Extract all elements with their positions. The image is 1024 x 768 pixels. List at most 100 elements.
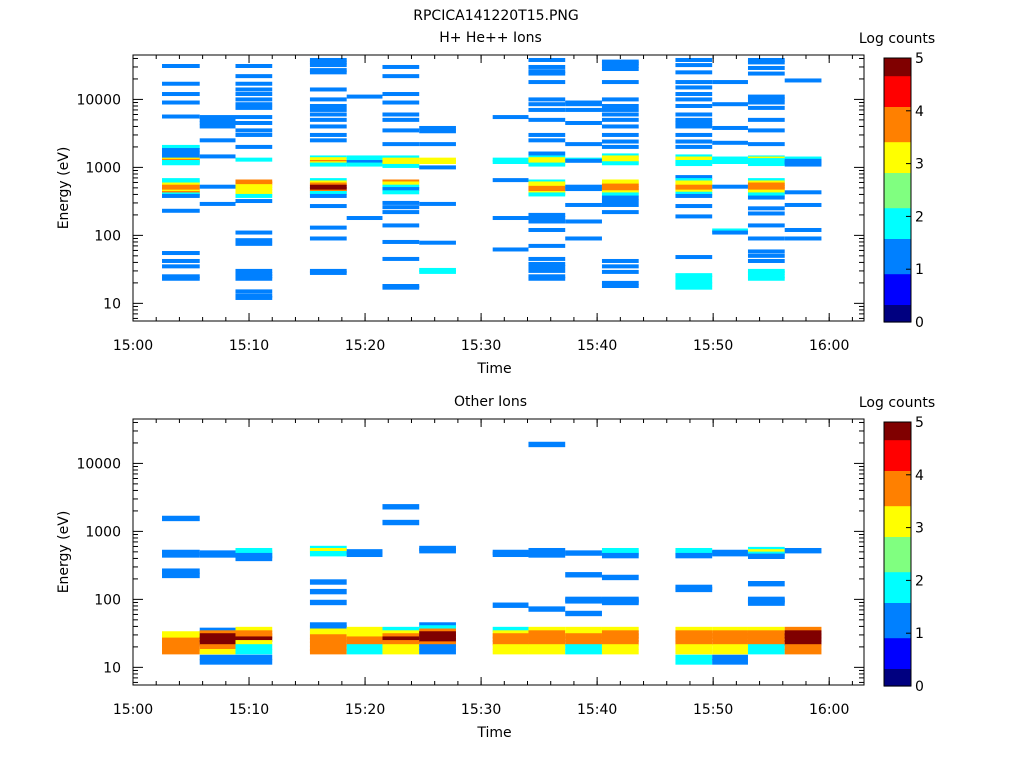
heatmap-cell: [382, 184, 420, 189]
heatmap-cell: [747, 553, 785, 559]
heatmap-cell: [747, 249, 785, 254]
heatmap-cell: [528, 212, 566, 217]
heatmap-cell: [675, 178, 713, 183]
heatmap-cell: [675, 191, 713, 196]
heatmap-cell: [382, 636, 420, 642]
colorbar-swatch: [884, 611, 911, 617]
heatmap-cell: [601, 155, 639, 160]
heatmap-cell: [601, 185, 639, 190]
heatmap-cell: [309, 547, 347, 554]
heatmap-cell: [309, 645, 347, 652]
heatmap-cell: [199, 184, 236, 189]
heatmap-cell: [747, 644, 785, 650]
heatmap-cell: [492, 115, 529, 120]
colorbar-swatch: [884, 212, 911, 217]
colorbar-swatch: [884, 251, 911, 257]
heatmap-cell: [382, 626, 420, 633]
heatmap-cells: [162, 57, 822, 300]
heatmap-cell: [675, 160, 713, 164]
heatmap-cell: [747, 178, 785, 183]
y-tick-label: 100: [94, 592, 121, 608]
heatmap-cell: [747, 160, 785, 164]
heatmap-cell: [784, 644, 822, 650]
colorbar-swatch: [884, 593, 911, 599]
heatmap-cell: [419, 644, 456, 650]
heatmap-cell: [162, 193, 200, 198]
heatmap-cell: [309, 236, 347, 241]
heatmap-cells: [162, 441, 822, 665]
heatmap-cell: [528, 648, 566, 655]
heatmap-cell: [565, 610, 602, 617]
heatmap-cell: [309, 622, 347, 628]
colorbar-swatch: [884, 66, 911, 72]
heatmap-cell: [419, 201, 456, 206]
heatmap-cell: [528, 256, 566, 261]
heatmap-cell: [601, 97, 639, 102]
colorbar-swatch: [884, 510, 911, 515]
heatmap-cell: [747, 636, 785, 642]
heatmap-cell: [309, 631, 347, 637]
heatmap-cell: [601, 648, 639, 655]
heatmap-cell: [199, 640, 236, 646]
heatmap-cell: [162, 568, 200, 574]
heatmap-cell: [712, 636, 748, 642]
heatmap-cell: [747, 100, 785, 105]
heatmap-cell: [235, 659, 273, 665]
heatmap-cell: [747, 57, 785, 62]
heatmap-cell: [528, 107, 566, 112]
heatmap-cell: [565, 648, 602, 655]
heatmap-cell: [309, 628, 347, 634]
colorbar-swatch: [884, 659, 911, 665]
heatmap-cell: [528, 219, 566, 224]
colorbar-swatch: [884, 435, 911, 441]
heatmap-cell: [492, 247, 529, 252]
colorbar-swatch: [884, 132, 911, 138]
heatmap-cell: [528, 227, 566, 232]
colorbar-swatch: [884, 256, 911, 261]
heatmap-cell: [419, 641, 456, 647]
heatmap-cell: [309, 70, 347, 75]
heatmap-cell: [565, 572, 602, 578]
heatmap-cell: [309, 162, 347, 167]
heatmap-cell: [235, 181, 273, 186]
colorbar-swatch: [884, 549, 911, 555]
heatmap-cell: [747, 189, 785, 194]
heatmap-cell: [747, 71, 785, 76]
heatmap-cell: [601, 258, 639, 263]
heatmap-cell: [309, 599, 347, 606]
heatmap-cell: [419, 165, 456, 170]
heatmap-cell: [346, 160, 383, 164]
heatmap-cell: [235, 92, 273, 97]
colorbar-swatch: [884, 633, 911, 639]
heatmap-cell: [346, 633, 383, 639]
heatmap-cell: [419, 628, 456, 634]
heatmap-cell: [419, 240, 456, 245]
heatmap-cell: [382, 504, 420, 510]
heatmap-cell: [235, 193, 273, 198]
colorbar-swatch: [884, 198, 911, 204]
colorbar-swatch: [884, 589, 911, 595]
heatmap-cell: [675, 103, 713, 108]
heatmap-cell: [747, 105, 785, 110]
colorbar-swatch: [884, 628, 911, 634]
heatmap-cell: [199, 115, 236, 120]
colorbar-swatch: [884, 97, 911, 103]
colorbar-swatch: [884, 176, 911, 182]
heatmap-cell: [747, 268, 785, 273]
heatmap-cell: [565, 187, 602, 192]
heatmap-cell: [346, 94, 383, 99]
colorbar-swatch: [884, 466, 911, 471]
heatmap-cell: [528, 71, 566, 76]
heatmap-cell: [309, 184, 347, 189]
heatmap-cell: [675, 154, 713, 159]
colorbar-swatch: [884, 426, 911, 432]
heatmap-cell: [199, 138, 236, 143]
heatmap-cell: [784, 630, 822, 636]
heatmap-cell: [784, 640, 822, 646]
colorbar-swatch: [884, 576, 911, 581]
heatmap-cell: [784, 648, 822, 655]
heatmap-cell: [601, 195, 639, 200]
heatmap-cell: [199, 120, 236, 125]
colorbar-tick-label: 1: [915, 626, 924, 642]
